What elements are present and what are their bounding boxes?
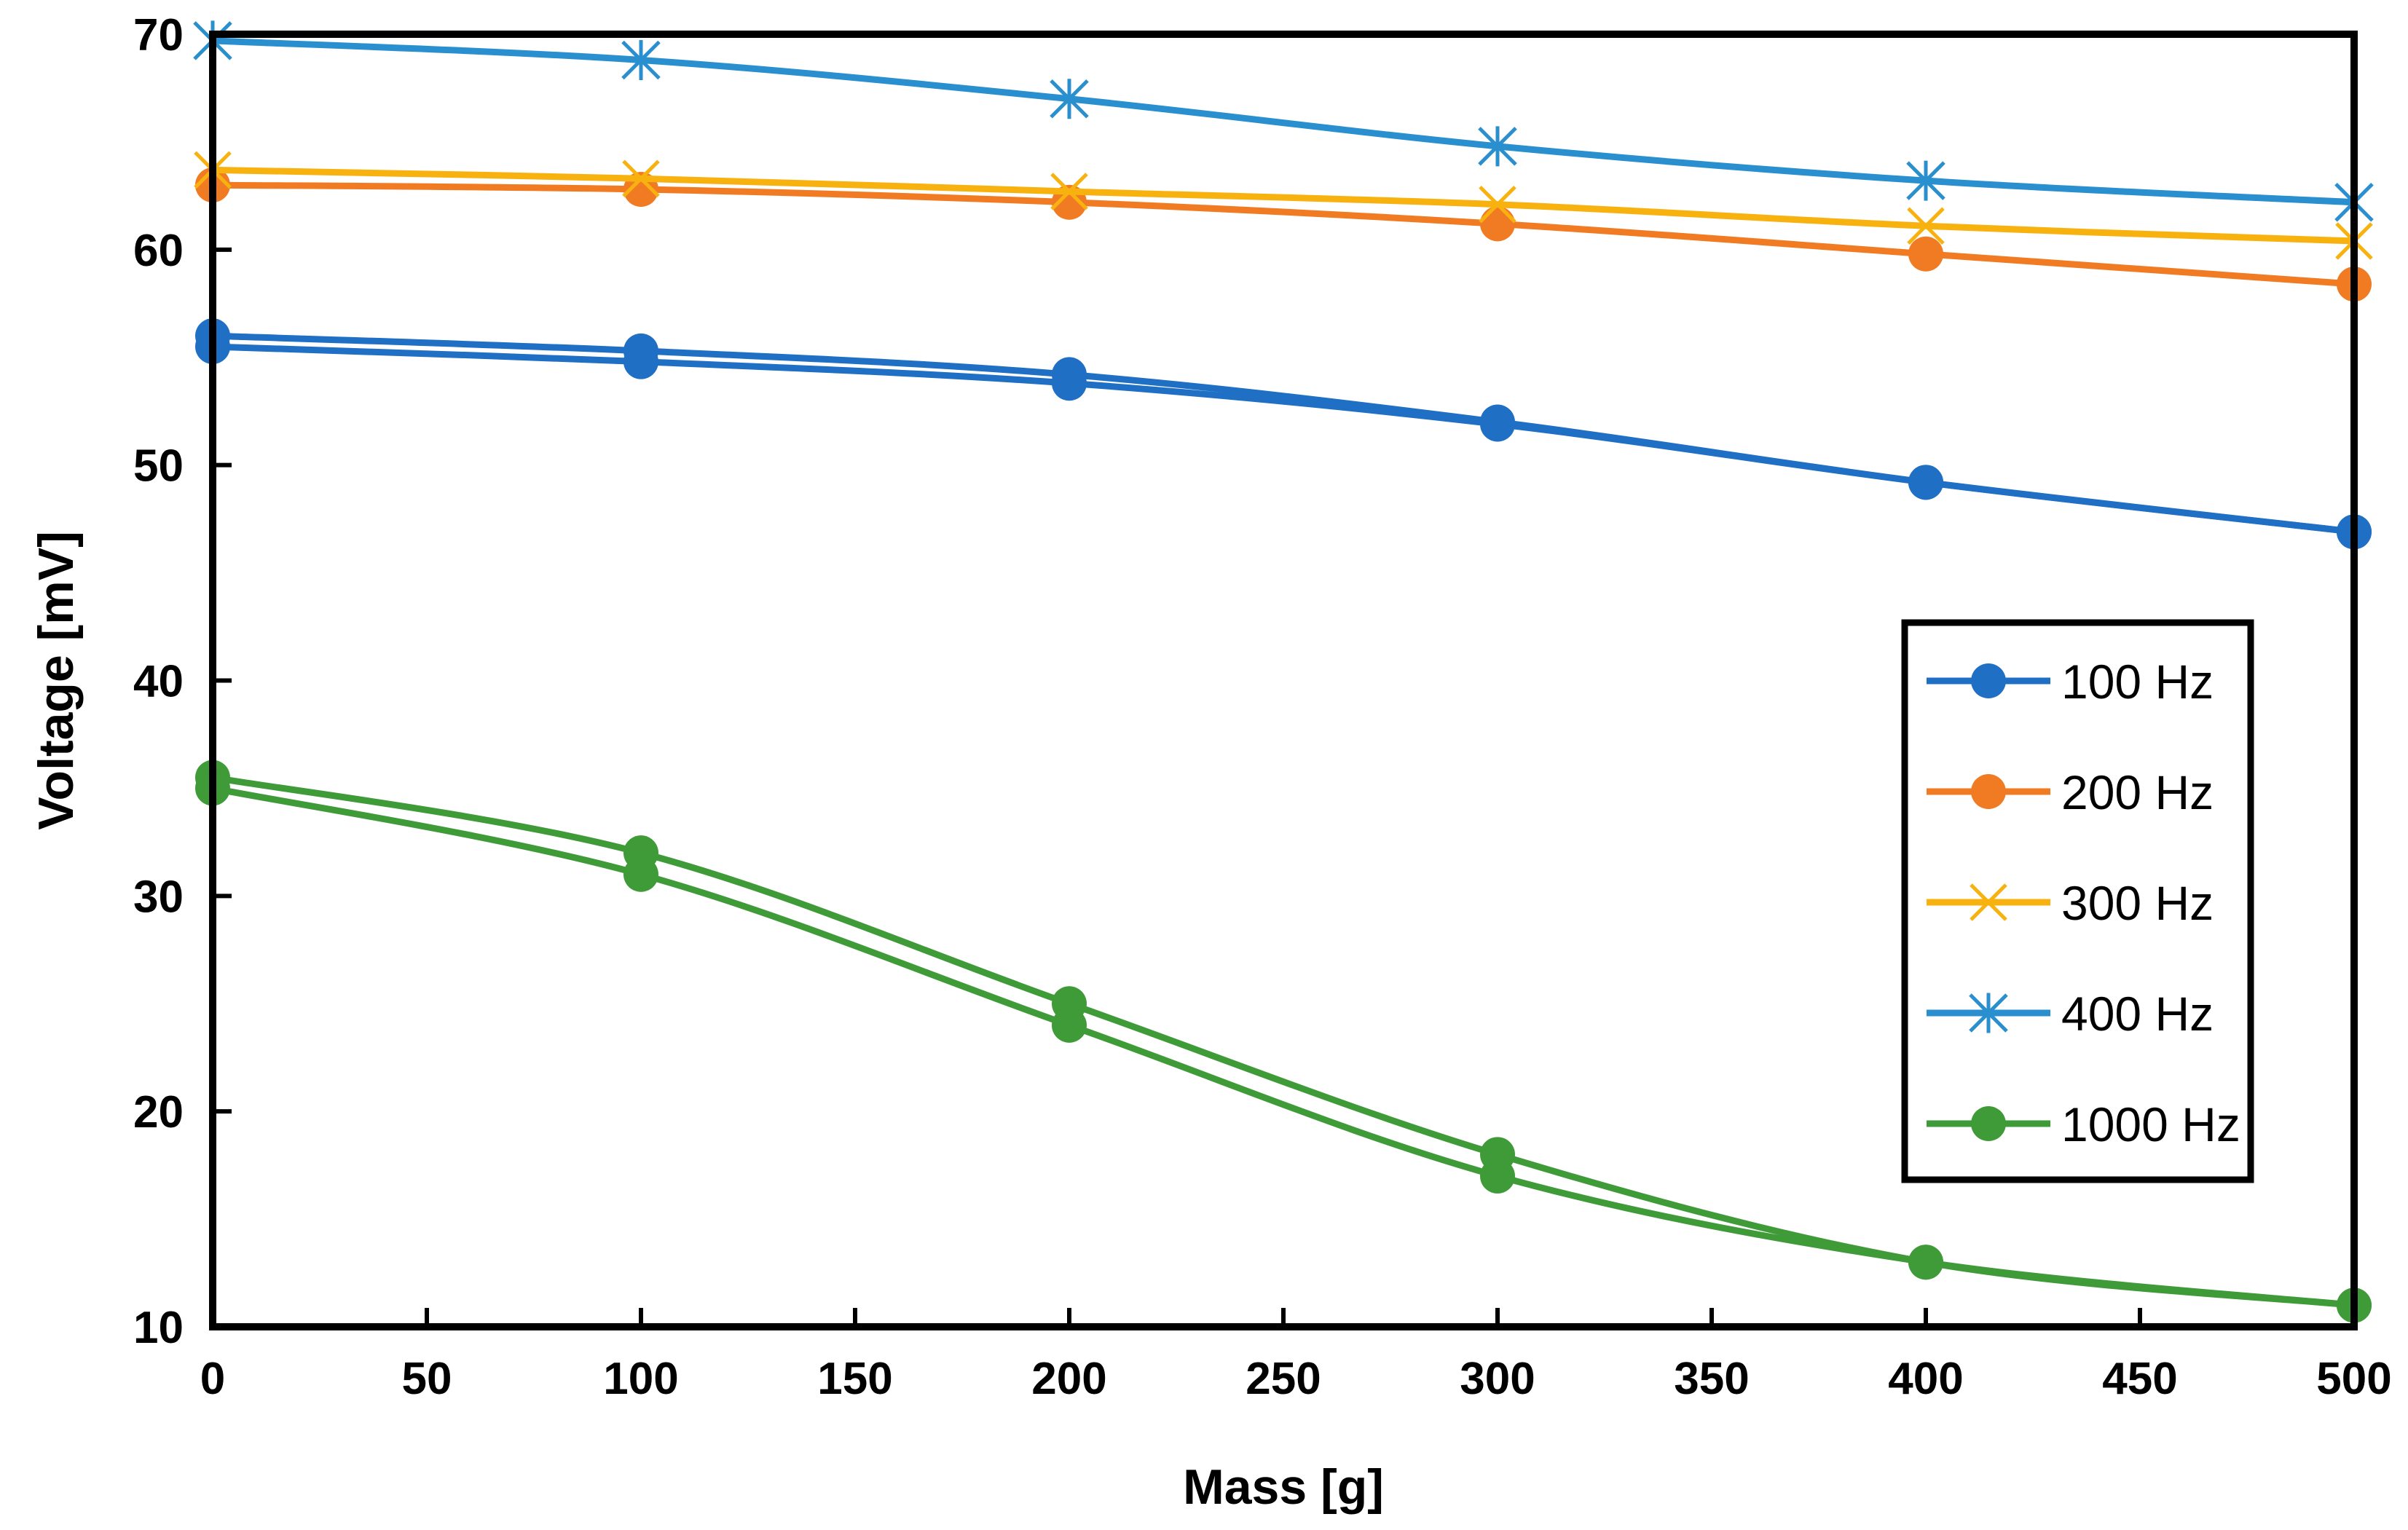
series-4-point-1 <box>621 40 661 80</box>
legend-label-2: 300 Hz <box>2061 876 2214 930</box>
legend-item-3: 400 Hz <box>1927 987 2214 1041</box>
series-4-point-4 <box>1906 160 1945 201</box>
series-4 <box>193 20 2374 223</box>
series-1 <box>195 328 2372 550</box>
legend-label-3: 400 Hz <box>2061 987 2214 1041</box>
legend-swatch-marker-3 <box>1969 993 2008 1033</box>
series-line-0 <box>209 332 2358 535</box>
x-tick-label-450: 450 <box>2102 1354 2177 1404</box>
legend-item-4: 1000 Hz <box>1927 1097 2240 1151</box>
legend-swatch-marker-2-stroke-2 <box>1970 883 2007 921</box>
series-0 <box>195 318 2372 550</box>
series-1-point-2 <box>1052 366 1087 401</box>
x-tick-label-200: 200 <box>1031 1354 1106 1404</box>
legend-swatch-marker-4 <box>1971 1106 2006 1141</box>
x-tick-label-50: 50 <box>402 1354 452 1404</box>
series-4-point-2 <box>1050 79 1089 119</box>
series-6-point-1 <box>623 856 658 892</box>
series-3 <box>194 151 2373 260</box>
legend-label-0: 100 Hz <box>2061 655 2214 709</box>
x-tick-label-500: 500 <box>2316 1354 2391 1404</box>
series-6-point-3 <box>1480 1158 1515 1194</box>
series-1-point-1 <box>623 344 658 379</box>
y-tick-label-70: 70 <box>133 10 184 60</box>
x-tick-label-0: 0 <box>200 1354 225 1404</box>
x-axis-title: Mass [g] <box>1183 1459 1384 1515</box>
series-1-point-3 <box>1480 406 1515 442</box>
legend-label-4: 1000 Hz <box>2061 1097 2240 1151</box>
x-tick-label-300: 300 <box>1460 1354 1535 1404</box>
series-6 <box>195 770 2372 1323</box>
series-6-point-4 <box>1908 1245 1943 1280</box>
legend-swatch-marker-2 <box>1970 883 2007 921</box>
series-2-point-3 <box>1480 206 1515 242</box>
series-3-point-2 <box>1050 173 1088 210</box>
series-6-point-2 <box>1052 1007 1087 1043</box>
y-tick-label-30: 30 <box>133 872 184 922</box>
series-line-2 <box>209 181 2358 288</box>
series-line-1 <box>209 343 2358 535</box>
series-3-point-4 <box>1907 207 1945 245</box>
y-tick-label-10: 10 <box>133 1303 184 1353</box>
y-axis-tick-labels: 10 20 30 40 50 60 70 <box>133 10 184 1353</box>
axis-ticks <box>210 32 2356 1329</box>
series-line-3 <box>209 166 2358 245</box>
series-3-point-1 <box>622 159 660 197</box>
legend-swatch-marker-1 <box>1971 774 2006 809</box>
series-line-6 <box>209 784 2358 1309</box>
legend-swatch-marker-0 <box>1971 663 2006 698</box>
y-tick-label-20: 20 <box>133 1087 184 1137</box>
series-3-point-3-stroke-2 <box>1479 185 1516 224</box>
x-tick-label-100: 100 <box>603 1354 678 1404</box>
y-tick-label-40: 40 <box>133 657 184 707</box>
x-tick-label-400: 400 <box>1888 1354 1963 1404</box>
x-tick-label-250: 250 <box>1246 1354 1321 1404</box>
series-3-point-4-stroke-2 <box>1907 207 1945 245</box>
series-3-point-1-stroke-2 <box>622 159 660 197</box>
legend-item-1: 200 Hz <box>1927 765 2214 819</box>
y-tick-label-50: 50 <box>133 441 184 492</box>
x-tick-label-150: 150 <box>817 1354 892 1404</box>
y-tick-label-60: 60 <box>133 226 184 276</box>
series-1-point-4 <box>1908 465 1943 500</box>
y-axis-title: Voltage [mV] <box>28 531 84 830</box>
legend: 100 Hz 200 Hz 300 Hz 400 Hz 1000 Hz <box>1901 619 2254 1183</box>
legend-label-1: 200 Hz <box>2061 765 2214 819</box>
series-3-point-3 <box>1479 185 1516 224</box>
series-2-point-4 <box>1908 236 1943 272</box>
x-tick-label-350: 350 <box>1674 1354 1749 1404</box>
series-4-point-3 <box>1478 126 1517 167</box>
series-3-point-2-stroke-2 <box>1050 173 1088 210</box>
legend-item-0: 100 Hz <box>1927 655 2214 709</box>
legend-item-2: 300 Hz <box>1927 876 2214 930</box>
x-axis-tick-labels: 0 50 100 150 200 250 300 350 400 450 500 <box>200 1354 2392 1404</box>
series-line-4 <box>209 37 2358 206</box>
